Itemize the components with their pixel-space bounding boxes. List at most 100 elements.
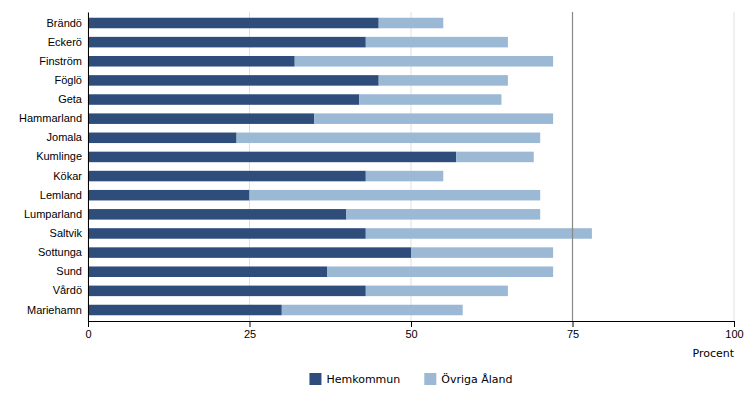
grid-line — [88, 12, 89, 321]
x-tick-label: 75 — [567, 328, 579, 340]
y-tick: Hammarland — [19, 112, 82, 124]
bar — [366, 37, 508, 48]
legend-swatch — [309, 373, 321, 385]
y-tick-label: Brändö — [47, 17, 82, 29]
x-tick-mark — [411, 321, 412, 327]
bar — [237, 133, 541, 144]
y-tick: Mariehamn — [27, 304, 82, 316]
y-tick: Brändö — [47, 17, 82, 29]
y-tick: Finström — [39, 55, 82, 67]
y-tick-label: Saltvik — [50, 227, 83, 239]
y-tick: Sottunga — [38, 246, 83, 258]
y-tick-label: Vårdö — [53, 284, 82, 296]
bar — [379, 75, 508, 86]
bar — [88, 286, 366, 297]
y-tick-label: Hammarland — [19, 112, 82, 124]
x-tick-label: 25 — [244, 328, 256, 340]
bar — [366, 286, 508, 297]
bar — [88, 171, 366, 182]
y-tick-label: Sund — [56, 265, 82, 277]
y-tick-label: Kumlinge — [36, 150, 82, 162]
y-tick-label: Sottunga — [38, 246, 83, 258]
legend-item: Övriga Åland — [424, 373, 512, 386]
y-tick-label: Föglö — [54, 74, 82, 86]
bar — [88, 305, 282, 316]
y-tick-label: Lumparland — [24, 208, 82, 220]
bar — [88, 18, 379, 29]
y-tick-label: Jomala — [47, 131, 83, 143]
plot: 0 25 50 75 100 Brändö Eckerö Finström Föglö Geta H… — [19, 12, 744, 360]
bar — [314, 113, 553, 124]
x-axis-line — [89, 322, 735, 328]
bar — [359, 94, 501, 105]
bar — [88, 266, 327, 277]
bar — [366, 171, 444, 182]
y-tick-label: Lemland — [40, 189, 82, 201]
legend-swatch — [424, 373, 436, 385]
y-tick: Lemland — [40, 189, 82, 201]
x-tick: 100 — [725, 321, 743, 340]
y-tick: Geta — [58, 93, 83, 105]
bar — [88, 152, 456, 163]
bar — [295, 56, 553, 67]
x-tick-mark — [250, 321, 251, 327]
y-tick: Sund — [56, 265, 82, 277]
x-tick-mark — [573, 321, 574, 327]
y-tick: Kumlinge — [36, 150, 82, 162]
y-tick: Lumparland — [24, 208, 82, 220]
grid — [88, 12, 734, 321]
bar — [88, 113, 314, 124]
legend-label: Hemkommun — [326, 373, 400, 386]
legend: Hemkommun Övriga Åland — [309, 373, 512, 386]
legend-item: Hemkommun — [309, 373, 400, 386]
x-tick-label: 0 — [85, 328, 91, 340]
grid-line — [572, 12, 573, 321]
y-tick: Eckerö — [48, 36, 82, 48]
x-tick-mark — [88, 321, 89, 327]
y-axis: Brändö Eckerö Finström Föglö Geta Hammarland J… — [19, 13, 88, 322]
x-tick-mark — [734, 321, 735, 327]
bar — [88, 133, 237, 144]
bar — [282, 305, 463, 316]
bars — [88, 12, 592, 321]
x-axis: 0 25 50 75 100 — [85, 321, 743, 340]
y-tick-label: Geta — [58, 93, 83, 105]
y-tick-label: Finström — [39, 55, 82, 67]
bar — [88, 37, 366, 48]
x-tick: 50 — [405, 321, 417, 340]
y-tick: Vårdö — [53, 284, 82, 296]
y-tick-label: Kökar — [53, 170, 82, 182]
bar — [346, 209, 540, 220]
y-axis-line — [88, 13, 89, 322]
grid-line — [734, 12, 735, 321]
bar — [366, 228, 592, 239]
bar — [88, 94, 359, 105]
y-tick-label: Mariehamn — [27, 304, 82, 316]
series — [237, 18, 592, 316]
bar — [327, 266, 553, 277]
y-tick: Jomala — [47, 131, 83, 143]
x-tick-label: 100 — [725, 328, 743, 340]
bar — [88, 209, 346, 220]
y-tick-label: Eckerö — [48, 36, 82, 48]
chart: 0 25 50 75 100 Brändö Eckerö Finström Föglö Geta H… — [0, 0, 756, 401]
y-tick: Kökar — [53, 170, 82, 182]
y-tick: Saltvik — [50, 227, 83, 239]
bar — [379, 18, 444, 29]
x-tick: 75 — [567, 321, 579, 340]
bar — [250, 190, 541, 201]
bar — [411, 247, 553, 258]
x-axis-label: Procent — [692, 347, 734, 360]
bar — [88, 247, 411, 258]
reference-line — [572, 12, 573, 321]
bar — [456, 152, 534, 163]
bar — [88, 190, 250, 201]
bar — [88, 228, 366, 239]
x-tick: 0 — [85, 321, 91, 340]
bar — [88, 56, 295, 67]
legend-label: Övriga Åland — [441, 373, 512, 386]
y-tick: Föglö — [54, 74, 82, 86]
x-tick-label: 50 — [405, 328, 417, 340]
bar — [88, 75, 379, 86]
x-tick: 25 — [244, 321, 256, 340]
